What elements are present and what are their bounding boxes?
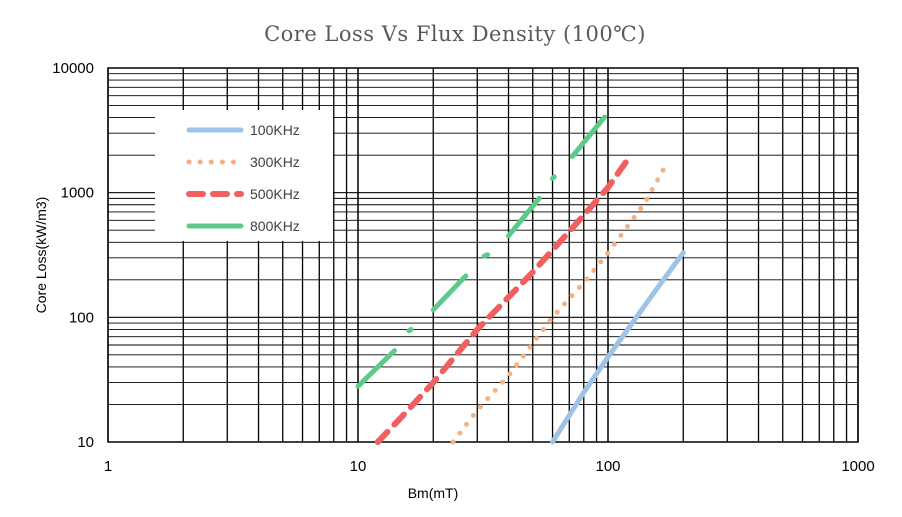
series-300KHz xyxy=(450,163,669,445)
chart-title: Core Loss Vs Flux Density (100℃) xyxy=(264,22,646,46)
series-line-800KHz xyxy=(569,114,608,159)
series-line-800KHz xyxy=(550,174,557,181)
series-line-500KHz xyxy=(374,156,631,445)
legend-label-300KHz: 300KHz xyxy=(250,154,300,170)
series-line-100KHz xyxy=(550,250,686,445)
y-tick-label: 10000 xyxy=(52,60,94,77)
series-line-800KHz xyxy=(506,195,542,239)
x-axis-label: Bm(mT) xyxy=(408,485,459,501)
legend: 100KHz 300KHz 500KHz 800KHz xyxy=(155,110,333,241)
series-line-800KHz xyxy=(406,326,414,334)
series-line-800KHz xyxy=(481,252,491,259)
y-tick-label: 100 xyxy=(69,309,94,326)
series-line-300KHz xyxy=(450,163,669,445)
series-800KHz xyxy=(355,114,608,389)
tick-labels: 1 10 100 1000 10 100 1000 10000 xyxy=(52,60,874,475)
x-tick-label: 1000 xyxy=(841,458,874,475)
legend-label-500KHz: 500KHz xyxy=(250,186,300,202)
x-tick-label: 10 xyxy=(350,458,367,475)
x-tick-label: 100 xyxy=(595,458,620,475)
legend-box xyxy=(155,110,333,241)
series-100KHz xyxy=(550,250,686,445)
legend-label-100KHz: 100KHz xyxy=(250,122,300,138)
series-line-800KHz xyxy=(355,348,397,389)
series-500KHz xyxy=(374,156,631,445)
series-line-800KHz xyxy=(430,273,469,313)
plot-frame xyxy=(107,67,859,443)
y-axis-label: Core Loss(kW/m3) xyxy=(33,197,49,314)
series-layer xyxy=(355,114,686,445)
y-tick-label: 1000 xyxy=(61,185,94,202)
legend-label-800KHz: 800KHz xyxy=(250,218,300,234)
y-tick-label: 10 xyxy=(77,434,94,451)
x-tick-label: 1 xyxy=(104,458,112,475)
